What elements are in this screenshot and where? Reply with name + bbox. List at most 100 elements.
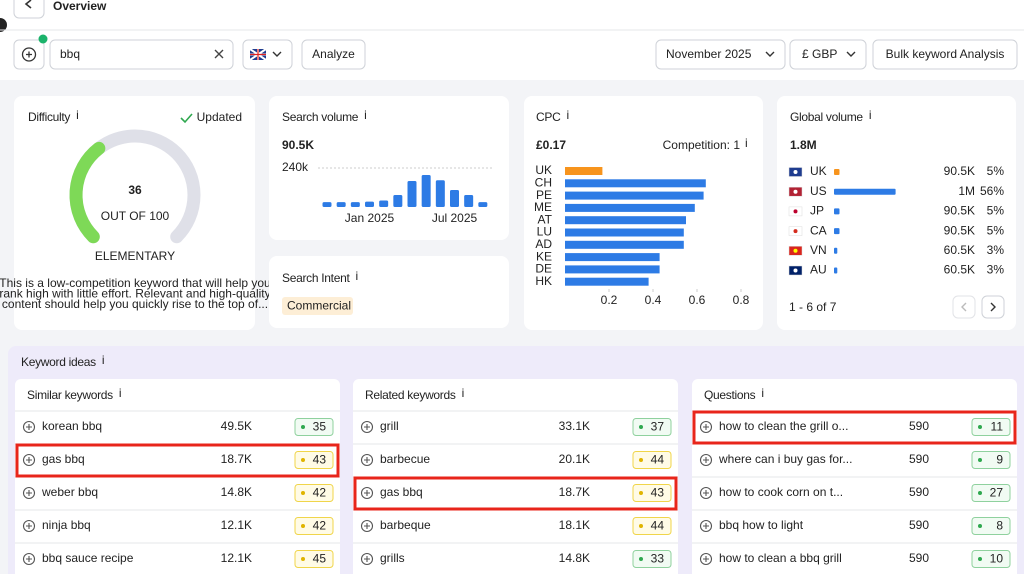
card (269, 256, 509, 328)
cpc-value: £0.17 (536, 138, 566, 152)
bar (379, 201, 388, 208)
share-bar (834, 189, 896, 195)
badge-dot (639, 491, 643, 495)
keyword[interactable]: how to cook corn on t... (719, 485, 843, 499)
keyword[interactable]: bbq sauce recipe (42, 551, 134, 565)
keyword[interactable]: how to clean a bbq grill (719, 551, 842, 565)
share-label: 3% (987, 243, 1005, 257)
share-label: 3% (987, 263, 1005, 277)
share-label: 56% (980, 184, 1004, 198)
keyword[interactable]: korean bbq (42, 419, 102, 433)
info-icon: i (355, 269, 358, 283)
month-label[interactable]: November 2025 (666, 47, 752, 61)
analyze-label[interactable]: Analyze (312, 47, 355, 61)
info-icon: i (102, 353, 105, 367)
bar (565, 265, 660, 273)
intent-label: Commercial (287, 299, 351, 313)
badge-dot (301, 557, 305, 561)
currency-label[interactable]: £ GBP (802, 47, 837, 61)
bar (478, 202, 487, 207)
share-label: 5% (987, 223, 1005, 237)
volume: 18.7K (221, 452, 252, 466)
bar (565, 253, 660, 261)
badge-dot (978, 458, 982, 462)
back-button[interactable] (14, 0, 44, 18)
bar (351, 202, 360, 207)
info-icon: i (119, 386, 122, 400)
volume: 18.1K (559, 518, 590, 532)
keyword[interactable]: grill (380, 419, 399, 433)
badge-dot (301, 491, 305, 495)
volume: 90.5K (944, 164, 975, 178)
volume: 60.5K (944, 243, 975, 257)
bar (323, 202, 332, 207)
card-title: Difficulty (28, 110, 70, 124)
volume: 18.7K (559, 485, 590, 499)
x-tick-label: 0.8 (733, 293, 750, 307)
card-title: Related keywords (365, 388, 456, 402)
country-code: UK (810, 164, 827, 178)
volume: 14.8K (221, 485, 252, 499)
bar (408, 181, 417, 207)
volume: 14.8K (559, 551, 590, 565)
keyword[interactable]: barbecue (380, 452, 430, 466)
keyword[interactable]: ninja bbq (42, 518, 91, 532)
keyword[interactable]: grills (380, 551, 405, 565)
info-icon: i (745, 136, 748, 150)
card-title: CPC (536, 110, 561, 124)
keyword[interactable]: gas bbq (42, 452, 85, 466)
bar (565, 278, 649, 286)
volume: 90.5K (944, 204, 975, 218)
y-tick-label: 240k (282, 160, 309, 174)
difficulty-value: 36 (128, 183, 142, 197)
bar (365, 202, 374, 207)
keyword[interactable]: how to clean the grill o... (719, 419, 848, 433)
volume: 1M (958, 184, 975, 198)
flag-emblem (794, 190, 798, 194)
bar (565, 167, 602, 175)
difficulty: 11 (991, 420, 1004, 434)
difficulty: 33 (651, 552, 665, 566)
difficulty: 42 (313, 486, 327, 500)
bar (450, 190, 459, 207)
share-bar (834, 228, 840, 234)
competition: Competition: 1 (663, 138, 741, 152)
flag-emblem (794, 209, 798, 213)
difficulty: 9 (996, 453, 1003, 467)
difficulty-badge (972, 452, 1010, 469)
level: ELEMENTARY (95, 249, 175, 263)
volume: 590 (909, 452, 929, 466)
card (524, 96, 763, 330)
card-title: Keyword ideas (21, 355, 96, 369)
keyword[interactable]: gas bbq (380, 485, 423, 499)
volume: 590 (909, 518, 929, 532)
badge-dot (301, 425, 305, 429)
bar (565, 241, 684, 249)
card-title: Global volume (790, 110, 863, 124)
flag-emblem (794, 269, 798, 273)
country-code: JP (810, 204, 824, 218)
badge-dot (639, 524, 643, 528)
keyword[interactable]: where can i buy gas for... (718, 452, 852, 466)
difficulty: 43 (651, 486, 665, 500)
difficulty: 43 (313, 453, 327, 467)
page-title: Overview (53, 0, 107, 13)
difficulty: 42 (313, 519, 327, 533)
keyword[interactable]: bbq how to light (719, 518, 804, 532)
next-button[interactable] (982, 296, 1004, 318)
keyword[interactable]: barbeque (380, 518, 431, 532)
status-dot (39, 35, 48, 44)
x-tick-label: Jan 2025 (345, 211, 395, 225)
flag-emblem (794, 249, 798, 253)
volume: 12.1K (221, 518, 252, 532)
volume: 33.1K (559, 419, 590, 433)
difficulty: 27 (990, 486, 1004, 500)
total: 90.5K (282, 138, 314, 152)
y-tick-label: HK (535, 274, 552, 288)
keyword[interactable]: weber bbq (41, 485, 98, 499)
prev-button[interactable] (953, 296, 975, 318)
bulk-label[interactable]: Bulk keyword Analysis (886, 47, 1005, 61)
country-code: US (810, 184, 827, 198)
